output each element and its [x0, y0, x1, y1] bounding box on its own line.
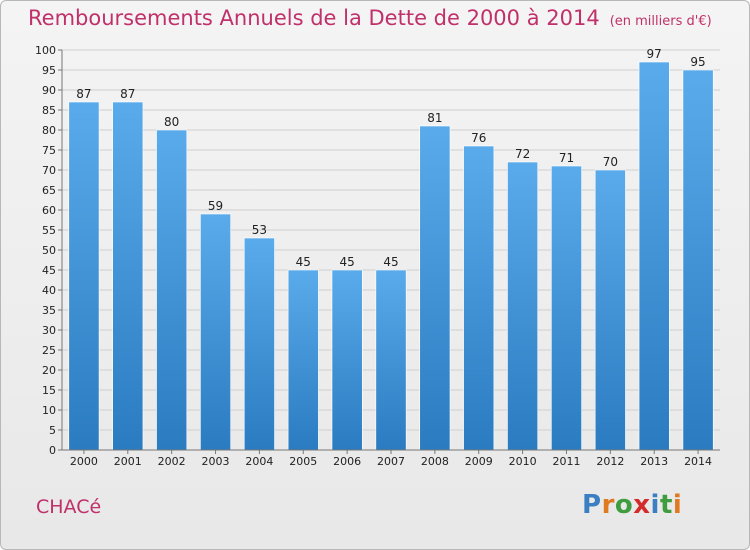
- y-tick-label: 95: [42, 64, 56, 77]
- y-tick-label: 30: [42, 324, 56, 337]
- y-tick-label: 60: [42, 204, 56, 217]
- y-tick-label: 40: [42, 284, 56, 297]
- y-tick-label: 15: [42, 384, 56, 397]
- x-tick-label: 2005: [289, 455, 317, 468]
- data-label: 76: [471, 131, 486, 145]
- bar-2003: [200, 213, 231, 451]
- y-tick-label: 85: [42, 104, 56, 117]
- y-tick-label: 90: [42, 84, 56, 97]
- x-tick-label: 2002: [158, 455, 186, 468]
- bar-2002: [156, 129, 188, 451]
- y-tick-label: 25: [42, 344, 56, 357]
- chart-title: Remboursements Annuels de la Dette de 20…: [28, 6, 712, 30]
- y-tick-label: 70: [42, 164, 56, 177]
- logo-letter: x: [633, 490, 651, 520]
- y-tick-label: 0: [49, 444, 56, 457]
- bar-2005: [287, 269, 319, 451]
- y-tick-label: 35: [42, 304, 56, 317]
- data-label: 87: [76, 87, 91, 101]
- bar-2014: [682, 69, 714, 451]
- logo-letter: o: [614, 490, 634, 520]
- y-tick-label: 75: [42, 144, 56, 157]
- logo-letter: i: [672, 490, 683, 520]
- data-label: 45: [296, 255, 311, 269]
- data-label: 72: [515, 147, 530, 161]
- bar-2010: [507, 161, 539, 451]
- bar-2008: [419, 125, 451, 451]
- data-label: 71: [559, 151, 574, 165]
- x-tick-label: 2001: [114, 455, 142, 468]
- data-label: 59: [208, 199, 223, 213]
- data-label: 53: [252, 223, 267, 237]
- x-tick-label: 2014: [684, 455, 712, 468]
- x-tick-label: 2011: [552, 455, 580, 468]
- x-tick-label: 2009: [465, 455, 493, 468]
- logo-letter: i: [650, 490, 660, 520]
- y-tick-label: 5: [49, 424, 56, 437]
- bar-2001: [112, 101, 144, 451]
- y-tick-label: 65: [42, 184, 56, 197]
- x-tick-label: 2004: [245, 455, 273, 468]
- x-tick-label: 2008: [421, 455, 449, 468]
- x-tick-label: 2003: [202, 455, 230, 468]
- commune-name: CHACé: [36, 496, 102, 518]
- y-tick-label: 10: [42, 404, 56, 417]
- y-tick-label: 45: [42, 264, 56, 277]
- logo-letter: P: [582, 490, 602, 520]
- data-label: 87: [120, 87, 135, 101]
- bar-2006: [331, 269, 363, 451]
- x-tick-label: 2010: [509, 455, 537, 468]
- x-tick-label: 2007: [377, 455, 405, 468]
- x-tick-label: 2012: [596, 455, 624, 468]
- y-tick-label: 100: [35, 44, 56, 57]
- y-tick-label: 20: [42, 364, 56, 377]
- data-label: 80: [164, 115, 179, 129]
- axes: 0 5 10 15 20 25 30 35 40 45 50 55 60 65 70 75 80 85 90 95 10…: [35, 44, 720, 468]
- bar-2004: [243, 237, 275, 451]
- x-tick-label: 2006: [333, 455, 361, 468]
- logo-letter: r: [601, 490, 615, 520]
- y-tick-label: 50: [42, 244, 56, 257]
- bar-2013: [638, 61, 670, 451]
- data-label: 45: [339, 255, 354, 269]
- bar-2012: [594, 169, 626, 451]
- bar-2007: [375, 269, 407, 451]
- y-tick-label: 80: [42, 124, 56, 137]
- data-label: 81: [427, 111, 442, 125]
- data-label: 70: [603, 155, 618, 169]
- title-main: Remboursements Annuels de la Dette de 20…: [28, 6, 600, 30]
- x-tick-label: 2013: [640, 455, 668, 468]
- data-label: 97: [647, 47, 662, 61]
- x-tick-label: 2000: [70, 455, 98, 468]
- title-unit: (en milliers d'€): [609, 14, 712, 29]
- data-label: 95: [690, 55, 705, 69]
- bar-2011: [551, 165, 582, 451]
- data-label: 45: [383, 255, 398, 269]
- bars: 87 87 80 59 53 45 45 45 81 76 72 71 70 97 95: [68, 47, 714, 451]
- proxiti-logo[interactable]: Proxiti: [582, 490, 682, 520]
- y-tick-label: 55: [42, 224, 56, 237]
- bar-2000: [68, 101, 100, 451]
- logo-letter: t: [659, 490, 673, 520]
- bar-2009: [463, 145, 495, 451]
